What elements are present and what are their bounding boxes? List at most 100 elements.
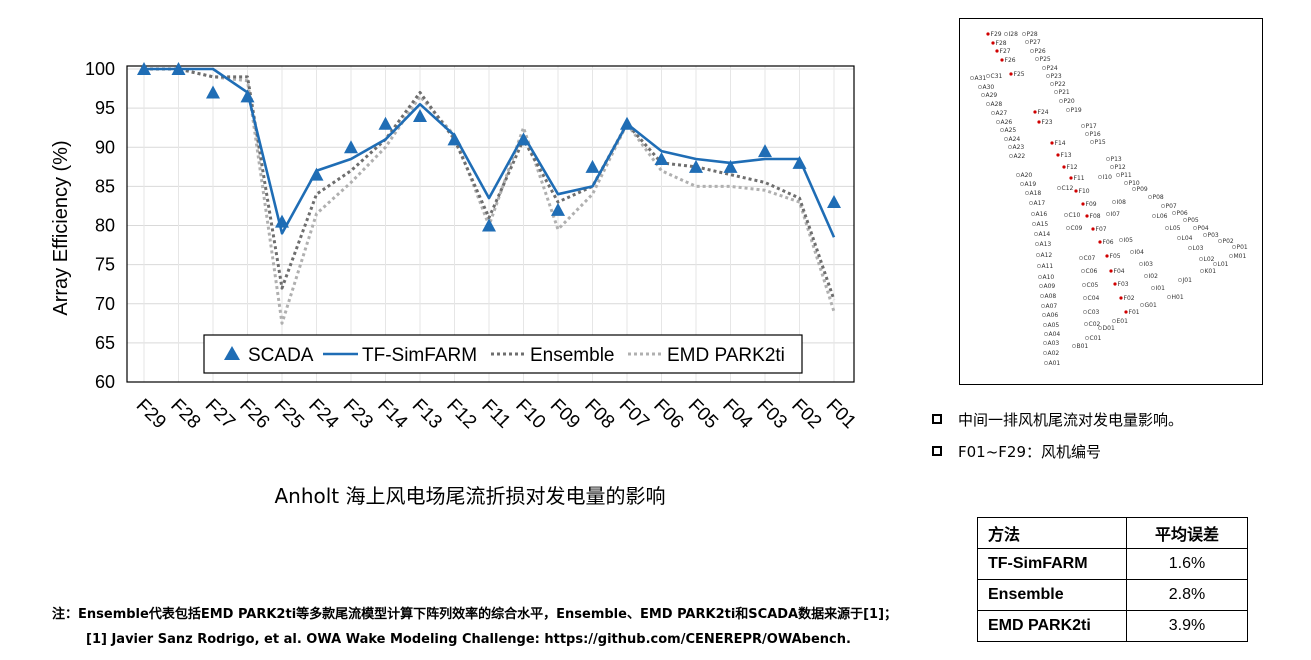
x-tick-label: F09 (546, 395, 584, 433)
turbine-label: A31 (975, 75, 987, 82)
turbine-marker (1188, 246, 1192, 250)
turbine-label: A30 (983, 84, 995, 91)
turbine-marker (1161, 204, 1165, 208)
y-tick-label: 75 (95, 255, 115, 275)
turbine-label: P13 (1111, 156, 1122, 163)
turbine-marker (1009, 154, 1013, 158)
turbine-marker (1144, 274, 1148, 278)
x-tick-label: F03 (753, 395, 791, 433)
turbine-marker (991, 41, 995, 45)
turbine-marker (1033, 110, 1037, 114)
scada-marker (240, 89, 255, 103)
turbine-label: P01 (1237, 244, 1248, 251)
scada-marker (447, 132, 462, 146)
turbine-marker (1046, 74, 1050, 78)
turbine-marker (991, 111, 995, 115)
turbine-label: A03 (1048, 340, 1060, 347)
turbine-label: P27 (1030, 39, 1041, 46)
turbine-marker (1008, 145, 1012, 149)
turbine-label: A19 (1025, 181, 1037, 188)
turbine-marker (1000, 58, 1004, 62)
turbine-marker (1081, 269, 1085, 273)
x-tick-label: F10 (511, 395, 549, 433)
turbine-marker (1112, 319, 1116, 323)
turbine-label: A27 (996, 110, 1008, 117)
turbine-label: A06 (1047, 312, 1059, 319)
turbine-marker (1036, 253, 1040, 257)
turbine-label: F25 (1014, 71, 1025, 78)
turbine-label: P07 (1166, 203, 1177, 210)
table-header-method: 方法 (977, 517, 1127, 549)
turbine-label: F12 (1067, 164, 1078, 171)
turbine-label: A01 (1049, 360, 1061, 367)
turbine-marker (1167, 295, 1171, 299)
scada-marker (206, 85, 220, 99)
turbine-label: L02 (1204, 256, 1215, 263)
turbine-label: C06 (1086, 268, 1098, 275)
turbine-label: P22 (1055, 81, 1066, 88)
turbine-marker (1081, 124, 1085, 128)
turbine-label: P21 (1059, 89, 1070, 96)
turbine-label: P19 (1071, 107, 1082, 114)
turbine-label: P09 (1137, 186, 1148, 193)
turbine-marker (1056, 153, 1060, 157)
turbine-marker (1035, 57, 1039, 61)
x-axis-ticks: F29F28F27F26F25F24F23F14F13F12F11F10F09F… (132, 395, 860, 433)
turbine-label: C02 (1089, 321, 1101, 328)
turbine-label: P25 (1040, 56, 1051, 63)
turbine-marker (1044, 361, 1048, 365)
turbine-label: A16 (1036, 211, 1048, 218)
turbine-marker (1031, 212, 1035, 216)
turbine-label: P05 (1188, 217, 1199, 224)
turbine-marker (1025, 191, 1029, 195)
scada-marker (309, 167, 324, 181)
turbine-label: F29 (991, 31, 1002, 38)
ensemble-line (144, 67, 836, 301)
bullet-square-icon (932, 414, 942, 424)
turbine-label: F02 (1124, 295, 1135, 302)
turbine-label: I07 (1111, 211, 1121, 218)
scada-marker (723, 159, 738, 173)
turbine-marker (1081, 202, 1085, 206)
y-tick-label: 100 (85, 59, 115, 79)
turbine-label: C12 (1062, 185, 1074, 192)
turbine-label: C05 (1087, 282, 1099, 289)
turbine-label: F23 (1042, 119, 1053, 126)
scada-marker (551, 202, 565, 216)
turbine-label: I03 (1144, 261, 1154, 268)
turbine-label: L06 (1157, 213, 1168, 220)
turbine-label: A12 (1041, 252, 1053, 259)
turbine-label: P28 (1027, 31, 1038, 38)
turbine-marker (1004, 32, 1008, 36)
turbine-marker (1022, 32, 1026, 36)
turbine-marker (1232, 245, 1236, 249)
table-cell-method: EMD PARK2ti (977, 610, 1127, 642)
scada-marker (378, 116, 393, 130)
turbine-marker (1098, 326, 1102, 330)
scada-marker (620, 116, 634, 130)
turbine-marker (986, 32, 990, 36)
y-tick-label: 60 (95, 372, 115, 392)
series (137, 62, 841, 325)
y-tick-label: 80 (95, 216, 115, 236)
turbine-marker (1177, 236, 1181, 240)
turbine-label: P11 (1121, 172, 1132, 179)
table-header-error: 平均误差 (1126, 517, 1248, 549)
turbine-marker (1043, 341, 1047, 345)
x-tick-label: F07 (615, 395, 653, 433)
turbine-label: A24 (1009, 136, 1021, 143)
turbine-marker (1119, 238, 1123, 242)
turbine-label: C10 (1069, 212, 1081, 219)
turbine-label: A02 (1048, 350, 1060, 357)
turbine-marker (1132, 187, 1136, 191)
turbine-marker (1072, 344, 1076, 348)
turbine-label: I04 (1135, 249, 1145, 256)
turbine-marker (1039, 284, 1043, 288)
x-tick-label: F28 (166, 395, 204, 433)
scada-marker (585, 159, 600, 173)
turbine-marker (1119, 296, 1123, 300)
turbine-marker (1025, 40, 1029, 44)
turbine-label: F28 (996, 40, 1007, 47)
x-tick-label: F26 (235, 395, 273, 433)
turbine-label: P20 (1064, 98, 1075, 105)
